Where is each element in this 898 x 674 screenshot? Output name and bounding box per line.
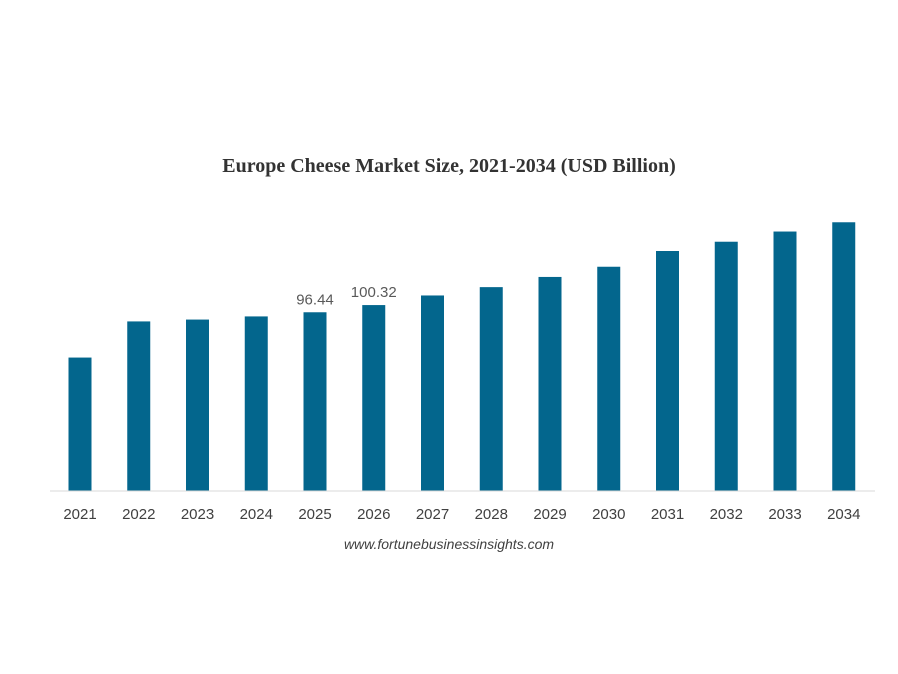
bar-2026 — [362, 305, 386, 491]
chart-title: Europe Cheese Market Size, 2021-2034 (US… — [222, 155, 676, 177]
bar-2024 — [244, 316, 268, 491]
x-tick-2032: 2032 — [710, 506, 743, 523]
source-credit: www.fortunebusinessinsights.com — [343, 536, 555, 552]
x-tick-2027: 2027 — [416, 506, 449, 523]
bar-2031 — [656, 250, 679, 491]
bar-2027 — [421, 295, 444, 491]
x-tick-2031: 2031 — [651, 506, 684, 523]
x-tick-labels: 2021 2022 2023 2024 2025 2026 2027 2028 2029 2030… — [63, 506, 860, 523]
bars-group — [68, 222, 856, 492]
bar-2034 — [832, 222, 856, 491]
x-tick-2024: 2024 — [240, 506, 273, 523]
x-tick-2029: 2029 — [533, 506, 566, 523]
x-tick-2022: 2022 — [122, 506, 155, 523]
data-label-2025: 96.44 — [296, 291, 334, 308]
data-labels: 96.44 100.32 — [296, 284, 396, 308]
bar-2021 — [68, 357, 92, 491]
x-tick-2028: 2028 — [475, 506, 508, 523]
bar-2032 — [714, 241, 738, 491]
x-tick-2034: 2034 — [827, 506, 860, 523]
bar-2029 — [538, 276, 562, 491]
bar-2023 — [186, 319, 209, 491]
bar-2028 — [479, 287, 503, 491]
bar-2030 — [597, 266, 621, 491]
x-tick-2030: 2030 — [592, 506, 625, 523]
data-label-2026: 100.32 — [351, 284, 397, 301]
x-tick-2021: 2021 — [63, 506, 96, 523]
bar-2033 — [773, 231, 797, 492]
x-tick-2025: 2025 — [298, 506, 331, 523]
bar-2025 — [303, 312, 327, 491]
x-tick-2033: 2033 — [768, 506, 801, 523]
x-tick-2026: 2026 — [357, 506, 390, 523]
bar-2022 — [127, 321, 151, 491]
x-tick-2023: 2023 — [181, 506, 214, 523]
